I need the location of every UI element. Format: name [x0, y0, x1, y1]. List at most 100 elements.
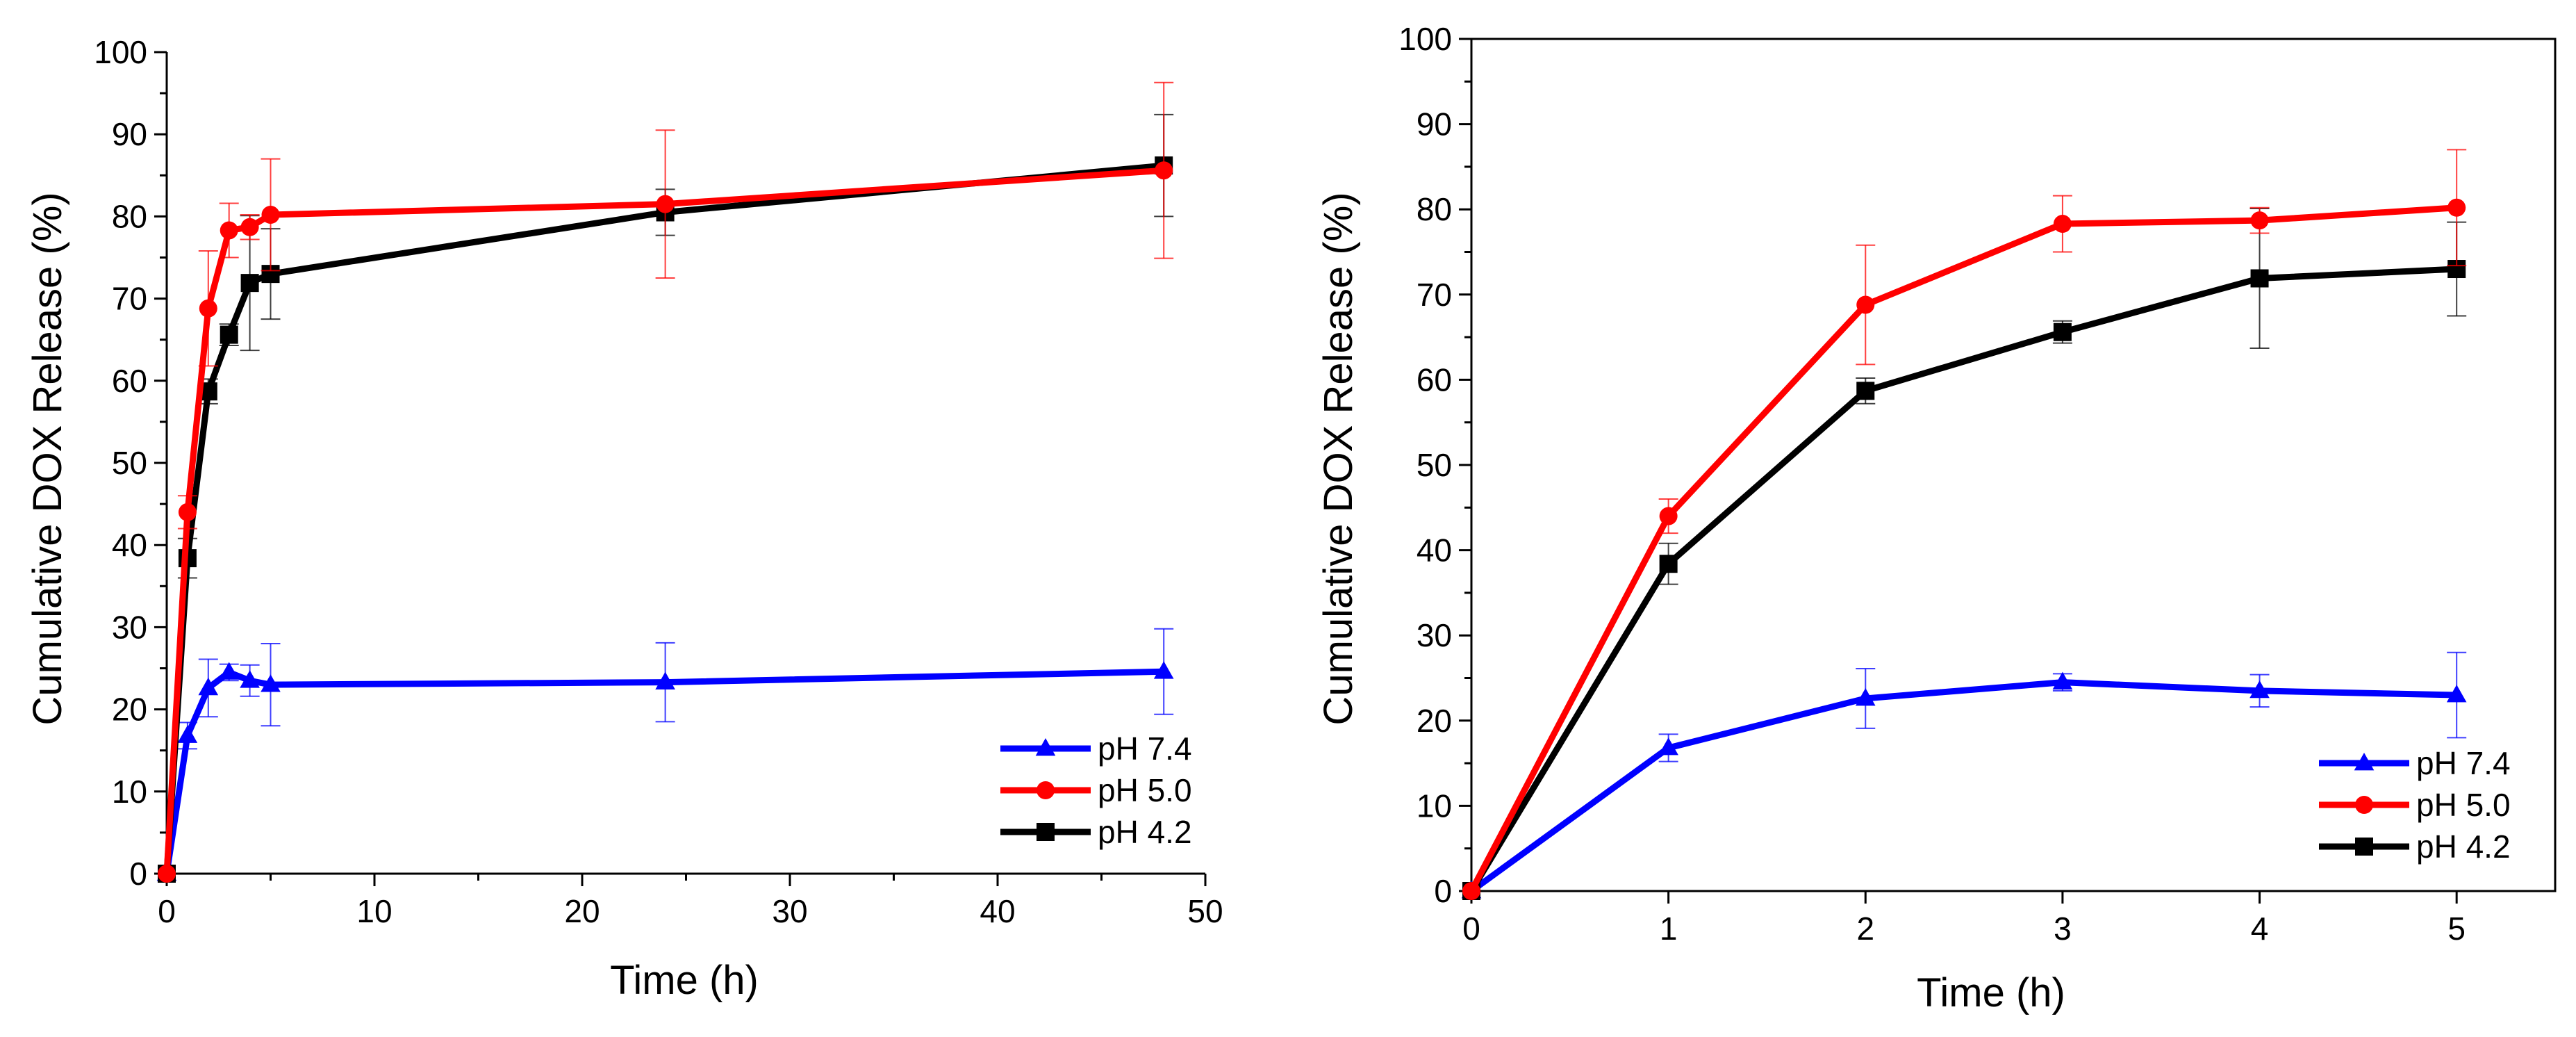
data-point — [240, 274, 259, 293]
y-tick-label: 10 — [112, 774, 147, 810]
legend-label: pH 5.0 — [1098, 772, 1192, 808]
data-point — [198, 677, 219, 696]
y-tick-label: 30 — [1417, 617, 1452, 653]
data-point — [2355, 838, 2373, 856]
data-point — [1658, 737, 1678, 756]
data-point — [1855, 687, 1876, 706]
y-tick-label: 70 — [1417, 277, 1452, 313]
data-point — [655, 671, 675, 689]
data-point — [656, 195, 675, 213]
series-line — [1469, 204, 2457, 893]
data-point — [1153, 661, 1174, 679]
legend-item-ph-4-2: pH 4.2 — [1000, 814, 1192, 850]
y-axis-title: Cumulative DOX Release (%) — [25, 192, 70, 725]
y-tick-label: 60 — [1417, 361, 1452, 398]
data-point — [240, 218, 259, 236]
x-tick-label: 1 — [1660, 911, 1678, 947]
data-point — [2053, 322, 2072, 341]
series-ph-5-0 — [158, 81, 1174, 883]
x-tick-label: 0 — [158, 893, 176, 929]
data-point — [1856, 382, 1875, 400]
x-axis-title: Time (h) — [1917, 970, 2065, 1015]
x-tick-label: 3 — [2054, 911, 2072, 947]
series-line — [163, 162, 1164, 874]
data-point — [219, 662, 239, 680]
y-tick-label: 50 — [112, 445, 147, 481]
data-point — [240, 670, 260, 688]
data-point — [1155, 161, 1173, 180]
y-tick-label: 90 — [1417, 106, 1452, 142]
legend-item-ph-4-2: pH 4.2 — [2319, 828, 2511, 865]
y-axis-title: Cumulative DOX Release (%) — [1316, 192, 1361, 725]
x-tick-label: 0 — [1462, 911, 1480, 947]
data-point — [1659, 507, 1678, 525]
x-tick-label: 4 — [2251, 911, 2269, 947]
x-tick-label: 2 — [1856, 911, 1874, 947]
y-tick-label: 70 — [112, 281, 147, 317]
data-point — [1035, 738, 1056, 756]
legend-item-ph-5-0: pH 5.0 — [2319, 787, 2511, 823]
data-point — [220, 221, 238, 240]
data-point — [1037, 823, 1055, 841]
series-ph-7-4 — [156, 628, 1174, 881]
y-tick-label: 20 — [1417, 703, 1452, 739]
data-point — [1462, 882, 1480, 900]
series-line — [163, 167, 1164, 874]
legend-label: pH 4.2 — [1098, 814, 1192, 850]
x-tick-label: 50 — [1187, 893, 1223, 929]
data-point — [2250, 269, 2269, 288]
data-point — [2447, 198, 2466, 217]
series-line — [163, 668, 1164, 874]
data-point — [2446, 685, 2467, 703]
x-tick-label: 40 — [980, 893, 1015, 929]
legend-item-ph-7-4: pH 7.4 — [1000, 730, 1192, 767]
data-point — [158, 865, 176, 883]
legend-label: pH 7.4 — [2416, 745, 2511, 781]
y-tick-label: 0 — [1434, 873, 1452, 909]
y-tick-label: 100 — [94, 34, 147, 70]
data-point — [2250, 211, 2269, 230]
x-tick-label: 5 — [2447, 911, 2466, 947]
series-ph-5-0 — [1462, 149, 2467, 900]
y-tick-label: 100 — [1398, 21, 1452, 57]
y-tick-label: 30 — [112, 609, 147, 645]
data-point — [1856, 295, 1875, 314]
data-point — [2249, 680, 2270, 699]
data-point — [220, 325, 238, 344]
x-tick-label: 30 — [772, 893, 807, 929]
data-point — [177, 725, 198, 743]
legend-item-ph-7-4: pH 7.4 — [2319, 745, 2511, 781]
y-tick-label: 60 — [112, 363, 147, 399]
data-point — [2355, 796, 2373, 814]
data-point — [1659, 555, 1678, 573]
y-tick-label: 50 — [1417, 447, 1452, 483]
y-tick-label: 90 — [112, 116, 147, 152]
data-point — [1037, 781, 1055, 799]
legend-label: pH 7.4 — [1098, 730, 1192, 767]
data-point — [261, 206, 280, 224]
y-tick-label: 20 — [112, 692, 147, 728]
data-point — [178, 503, 197, 521]
y-tick-label: 10 — [1417, 787, 1452, 824]
data-point — [2052, 671, 2073, 690]
data-point — [199, 299, 217, 318]
y-tick-label: 80 — [1417, 191, 1452, 227]
x-axis-title: Time (h) — [610, 958, 759, 1003]
legend-label: pH 4.2 — [2416, 828, 2511, 865]
legend-label: pH 5.0 — [2416, 787, 2511, 823]
y-tick-label: 80 — [112, 198, 147, 234]
y-tick-label: 40 — [1417, 532, 1452, 569]
release-chart-zoom: Cumulative DOX Release (%) Time (h) 0102… — [1316, 21, 2557, 1015]
series-line — [1469, 679, 2457, 894]
series-ph-7-4 — [1461, 651, 2467, 899]
data-point — [261, 674, 281, 692]
data-point — [2053, 215, 2072, 234]
legend-item-ph-5-0: pH 5.0 — [1000, 772, 1192, 808]
series-line — [1469, 266, 2457, 893]
release-chart-full: Cumulative DOX Release (%) Time (h) 0 10 2… — [25, 34, 1223, 1003]
x-tick-label: 10 — [356, 893, 392, 929]
data-point — [2354, 753, 2375, 771]
series-ph-4-2 — [1462, 207, 2467, 900]
y-tick-label: 0 — [129, 856, 147, 892]
